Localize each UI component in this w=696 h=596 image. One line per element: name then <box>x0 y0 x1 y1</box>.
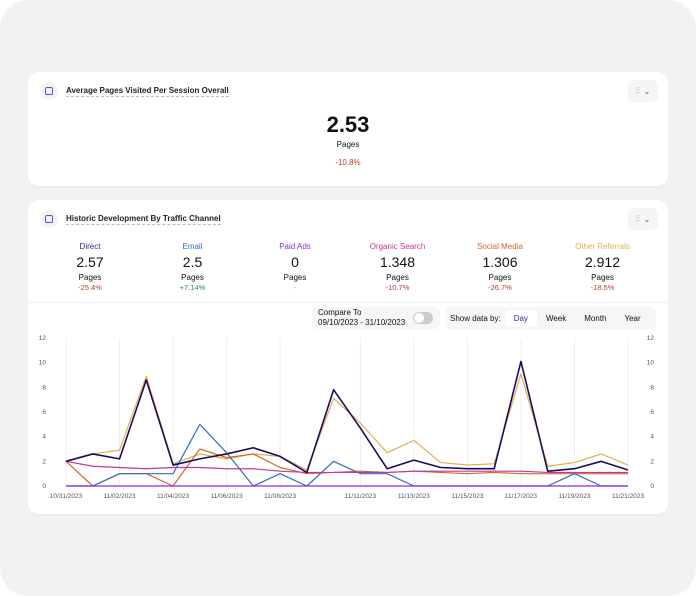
y-tick-label-right: 2 <box>650 458 654 465</box>
series-line-social-media <box>65 448 628 487</box>
channel-value: 2.912 <box>584 254 621 270</box>
card-title[interactable]: Historic Development By Traffic Channel <box>66 213 221 225</box>
channel-name: Paid Ads <box>279 242 311 251</box>
chart-icon <box>40 210 58 228</box>
chevron-down-icon: ⌄ <box>643 86 651 96</box>
y-tick-label-left: 4 <box>42 434 46 441</box>
y-tick-label-right: 12 <box>647 335 655 342</box>
channel-stat-other-referrals: Other Referrals 2.912 Pages -18.5% <box>553 242 653 292</box>
channel-change: - <box>293 283 297 292</box>
show-by-month[interactable]: Month <box>584 313 607 323</box>
overall-card: Average Pages Visited Per Session Overal… <box>28 72 668 186</box>
y-tick-label-left: 8 <box>42 384 46 391</box>
channel-name: Email <box>182 242 203 251</box>
channel-name: Organic Search <box>369 242 426 251</box>
y-tick-label-left: 12 <box>39 335 47 342</box>
channel-value: 2.57 <box>76 254 104 270</box>
x-tick-label: 11/02/2023 <box>103 493 135 500</box>
channel-stat-email: Email 2.5 Pages +7.14% <box>143 242 243 292</box>
show-by-day[interactable]: Day <box>504 309 537 327</box>
settings-dropdown[interactable]: ⫶⫶ ⌄ <box>628 208 658 230</box>
x-tick-label: 11/19/2023 <box>558 493 590 500</box>
y-tick-label-left: 6 <box>42 409 46 416</box>
x-tick-label: 11/04/2023 <box>157 493 189 500</box>
x-tick-label: 11/17/2023 <box>505 493 537 500</box>
channel-change: -25.4% <box>78 283 102 292</box>
series-line-direct <box>65 360 629 474</box>
channel-value: 1.348 <box>379 254 416 270</box>
settings-dropdown[interactable]: ⫶⫶ ⌄ <box>628 80 658 102</box>
card-title[interactable]: Average Pages Visited Per Session Overal… <box>66 85 229 97</box>
channel-unit: Pages <box>591 273 614 282</box>
channel-stat-paid-ads: Paid Ads 0 Pages - <box>245 242 345 292</box>
channel-unit: Pages <box>488 273 512 282</box>
channel-stat-direct: Direct 2.57 Pages -25.4% <box>40 242 140 292</box>
x-tick-label: 10/31/2023 <box>50 493 83 500</box>
y-tick-label-left: 0 <box>42 483 46 490</box>
channel-change: -18.5% <box>590 283 615 292</box>
channel-name: Direct <box>79 242 101 251</box>
y-tick-label-right: 4 <box>650 434 654 441</box>
compare-label: Compare To <box>318 308 362 317</box>
channel-change: -10.7% <box>385 283 410 292</box>
compare-range: 09/10/2023 - 31/10/2023 <box>318 318 406 327</box>
channel-change: -26.7% <box>488 283 512 292</box>
channel-change: +7.14% <box>179 283 206 292</box>
calendar-icon <box>40 82 58 100</box>
channel-name: Social Media <box>477 242 523 251</box>
channel-value: 2.5 <box>182 254 203 270</box>
x-tick-label: 11/08/2023 <box>264 493 296 500</box>
channel-unit: Pages <box>181 273 204 282</box>
compare-toggle[interactable] <box>413 312 434 324</box>
show-by-week[interactable]: Week <box>545 313 567 323</box>
sliders-icon: ⫶⫶ <box>635 214 640 223</box>
compare-control: Compare To 09/10/2023 - 31/10/2023 <box>312 307 440 329</box>
y-tick-label-left: 10 <box>39 360 47 367</box>
series-line-organic-search <box>65 460 628 474</box>
y-tick-label-right: 0 <box>650 483 654 490</box>
overall-unit: Pages <box>336 140 360 149</box>
x-tick-label: 11/21/2023 <box>612 493 644 500</box>
x-tick-label: 11/06/2023 <box>211 493 243 500</box>
historic-card: Historic Development By Traffic Channel … <box>28 200 668 514</box>
y-tick-label-right: 10 <box>647 360 655 367</box>
line-chart: 10/31/2023 11/02/2023 11/04/2023 11/06/2023… <box>39 335 655 500</box>
x-tick-label: 11/11/2023 <box>345 493 377 500</box>
channel-stat-social-media: Social Media 1.306 Pages -26.7% <box>450 242 550 292</box>
overall-change: -10.8% <box>335 158 361 167</box>
channel-name: Other Referrals <box>575 242 630 251</box>
channel-value: 1.306 <box>482 254 518 270</box>
divider <box>28 302 668 303</box>
channel-unit: Pages <box>283 273 307 282</box>
y-tick-label-right: 6 <box>650 409 654 416</box>
y-tick-label-right: 8 <box>650 384 654 391</box>
show-by-year[interactable]: Year <box>624 313 641 323</box>
y-tick-label-left: 2 <box>42 458 46 465</box>
show-data-by: Show data by: Day Week Month Year <box>446 307 656 329</box>
channel-stat-organic-search: Organic Search 1.348 Pages -10.7% <box>348 242 448 292</box>
x-tick-label: 11/15/2023 <box>451 493 483 500</box>
channel-value: 0 <box>291 254 299 270</box>
channel-unit: Pages <box>386 273 409 282</box>
show-by-label: Show data by: <box>450 313 501 323</box>
x-tick-label: 11/13/2023 <box>398 493 430 500</box>
chevron-down-icon: ⌄ <box>643 214 651 224</box>
channel-unit: Pages <box>78 273 102 282</box>
overall-value: 2.53 <box>326 112 370 137</box>
sliders-icon: ⫶⫶ <box>635 86 640 95</box>
